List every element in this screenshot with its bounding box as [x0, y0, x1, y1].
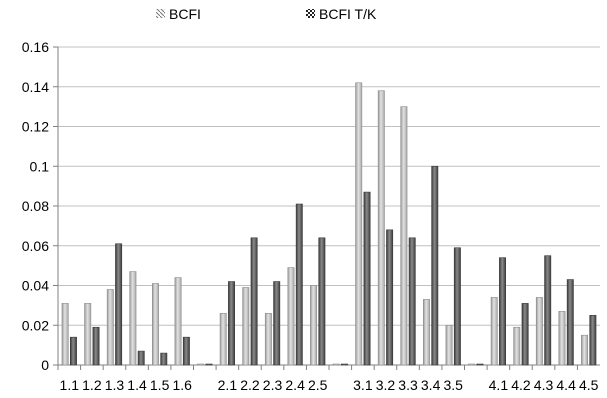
- bar-bcfi-tk: [386, 229, 394, 366]
- legend-swatch-bcfi: [156, 9, 165, 18]
- x-tick-label: 1.6: [172, 377, 192, 393]
- x-tick-label: 4.3: [534, 377, 554, 393]
- bar-bcfi-tk: [363, 191, 371, 366]
- bar-bcfi-tk: [318, 237, 326, 366]
- bar-bcfi-tk: [589, 315, 597, 366]
- legend-label-bcfi: BCFI: [169, 6, 201, 22]
- y-tick-label: 0.04: [22, 278, 49, 294]
- x-tick-label: 3.2: [376, 377, 396, 393]
- bar-bcfi-tk: [273, 281, 281, 366]
- bar-bcfi: [423, 299, 430, 366]
- bar-bcfi-tk: [408, 237, 416, 366]
- y-tick-label: 0.12: [22, 119, 49, 135]
- y-tick-label: 0.06: [22, 238, 49, 254]
- bar-bcfi: [355, 82, 363, 366]
- x-tick-label: 2.4: [285, 377, 305, 393]
- bar-bcfi-tk: [453, 247, 461, 366]
- bar-bcfi: [490, 297, 498, 366]
- legend-item-bcfi: BCFI: [156, 6, 201, 22]
- bar-bcfi: [197, 363, 205, 366]
- bar-bcfi: [174, 277, 182, 366]
- y-tick-label: 0.02: [22, 317, 49, 333]
- bar-bcfi-tk: [250, 237, 258, 366]
- bar-bcfi-tk: [160, 352, 168, 366]
- bar-bcfi-tk: [205, 363, 213, 366]
- x-tick-label: 3.4: [421, 377, 441, 393]
- x-tick-label: 4.4: [556, 377, 576, 393]
- bar-bcfi-tk: [228, 281, 235, 366]
- bar-bcfi: [106, 289, 114, 366]
- bar-bcfi-tk: [69, 336, 77, 366]
- bar-bcfi-tk: [115, 243, 123, 366]
- x-tick-label: 1.4: [127, 377, 147, 393]
- x-tick-label: 4.1: [489, 377, 509, 393]
- bar-bcfi: [61, 303, 69, 366]
- bar-bcfi: [310, 285, 318, 366]
- gridlines: [53, 46, 600, 366]
- legend: BCFI BCFI T/K: [156, 6, 377, 22]
- y-tick-label: 0.16: [22, 39, 49, 55]
- x-tick-label: 1.5: [150, 377, 170, 393]
- legend-item-bcfi-tk: BCFI T/K: [306, 6, 377, 22]
- bar-bcfi: [377, 90, 385, 366]
- bar-bcfi: [535, 297, 543, 366]
- bar-bcfi: [242, 287, 250, 366]
- bar-bcfi: [581, 334, 589, 366]
- bar-bcfi: [400, 106, 408, 366]
- legend-label-bcfi-tk: BCFI T/K: [319, 6, 377, 22]
- bar-bcfi: [332, 363, 340, 366]
- y-tick-label: 0: [41, 357, 49, 373]
- bar-bcfi-tk: [476, 363, 484, 366]
- x-tick-label: 2.1: [218, 377, 238, 393]
- bar-bcfi-tk: [431, 165, 439, 366]
- x-tick-label: 1.2: [82, 377, 102, 393]
- x-tick-labels: 1.1 1.2 1.3 1.4 1.5 1.6 2.1 2.2 2.3 2.4 2.5 3.1 3.2 3…: [60, 377, 599, 393]
- bar-bcfi: [84, 303, 92, 366]
- x-tick-label: 2.3: [263, 377, 283, 393]
- bars: [61, 82, 597, 366]
- bar-bcfi-tk: [544, 255, 552, 366]
- bar-bcfi: [264, 313, 272, 366]
- bar-bcfi-tk: [137, 350, 145, 366]
- bar-bcfi: [129, 271, 137, 366]
- x-tick-label: 1.1: [60, 377, 80, 393]
- y-tick-label: 0.14: [22, 79, 49, 95]
- x-tick-label: 2.5: [308, 377, 328, 393]
- x-tick-label: 4.2: [511, 377, 531, 393]
- bar-bcfi: [558, 311, 566, 366]
- bar-bcfi-tk: [566, 279, 574, 366]
- bar-bcfi: [152, 283, 159, 366]
- x-tick-label: 3.1: [353, 377, 373, 393]
- bar-bcfi-tk: [295, 203, 303, 366]
- x-tick-label: 3.3: [398, 377, 418, 393]
- bar-bcfi: [468, 363, 476, 366]
- x-tick-label: 3.5: [443, 377, 463, 393]
- bar-bcfi: [287, 267, 295, 366]
- y-tick-label: 0.1: [30, 158, 50, 174]
- legend-swatch-bcfi-tk: [306, 9, 315, 18]
- x-tick-label: 4.5: [579, 377, 599, 393]
- bar-bcfi-tk: [182, 336, 190, 366]
- bar-bcfi-tk: [92, 326, 100, 366]
- x-tick-label: 1.3: [105, 377, 125, 393]
- bar-bcfi-tk: [499, 257, 506, 366]
- axes: [57, 47, 600, 370]
- bar-bcfi: [445, 324, 453, 366]
- bar-bcfi-tk: [521, 303, 529, 366]
- bar-bcfi-tk: [340, 363, 348, 366]
- y-tick-labels: 0 0.02 0.04 0.06 0.08 0.1 0.12 0.14 0.16: [22, 39, 49, 373]
- bar-bcfi: [219, 313, 227, 366]
- x-tick-label: 2.2: [240, 377, 260, 393]
- y-tick-label: 0.08: [22, 198, 49, 214]
- bar-bcfi: [513, 326, 521, 366]
